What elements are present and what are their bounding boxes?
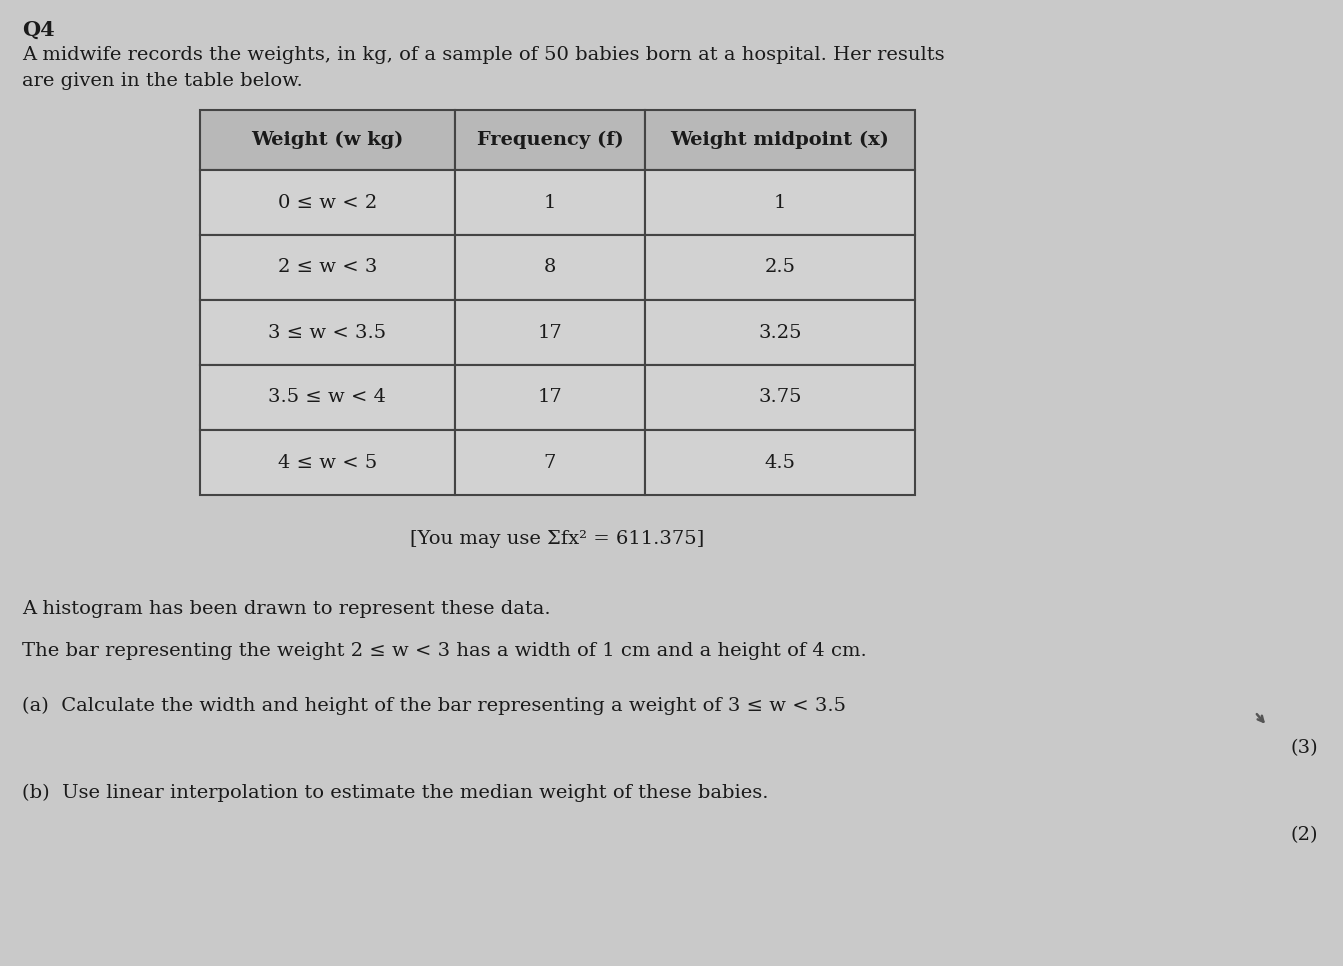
- Text: 2 ≤ w < 3: 2 ≤ w < 3: [278, 259, 377, 276]
- Text: are given in the table below.: are given in the table below.: [21, 72, 302, 90]
- Bar: [645, 365, 915, 430]
- Text: 7: 7: [544, 453, 556, 471]
- Text: 1: 1: [544, 193, 556, 212]
- Text: Frequency (f): Frequency (f): [477, 130, 623, 149]
- Bar: [455, 235, 645, 300]
- Text: [You may use Σfx² = 611.375]: [You may use Σfx² = 611.375]: [411, 530, 705, 548]
- Bar: [200, 110, 455, 170]
- Text: 4.5: 4.5: [764, 453, 795, 471]
- Bar: [455, 365, 645, 430]
- Bar: [645, 300, 915, 365]
- Text: Weight (w kg): Weight (w kg): [251, 130, 404, 149]
- Bar: [200, 170, 455, 235]
- Bar: [200, 235, 455, 300]
- Text: 0 ≤ w < 2: 0 ≤ w < 2: [278, 193, 377, 212]
- Text: Q4: Q4: [21, 20, 55, 40]
- Bar: [200, 365, 455, 430]
- Bar: [200, 300, 455, 365]
- Bar: [455, 300, 645, 365]
- Bar: [645, 235, 915, 300]
- Bar: [455, 170, 645, 235]
- Text: Weight midpoint (x): Weight midpoint (x): [670, 130, 889, 149]
- Text: 1: 1: [774, 193, 786, 212]
- Text: (2): (2): [1291, 826, 1317, 844]
- Text: 2.5: 2.5: [764, 259, 795, 276]
- Text: The bar representing the weight 2 ≤ w < 3 has a width of 1 cm and a height of 4 : The bar representing the weight 2 ≤ w < …: [21, 642, 866, 660]
- Bar: [200, 430, 455, 495]
- Text: 8: 8: [544, 259, 556, 276]
- Text: 3 ≤ w < 3.5: 3 ≤ w < 3.5: [269, 324, 387, 342]
- Bar: [645, 430, 915, 495]
- Text: 3.5 ≤ w < 4: 3.5 ≤ w < 4: [269, 388, 387, 407]
- Text: (b)  Use linear interpolation to estimate the median weight of these babies.: (b) Use linear interpolation to estimate…: [21, 784, 768, 802]
- Text: 17: 17: [537, 388, 563, 407]
- Text: (a)  Calculate the width and height of the bar representing a weight of 3 ≤ w < : (a) Calculate the width and height of th…: [21, 697, 846, 715]
- Bar: [645, 110, 915, 170]
- Text: 17: 17: [537, 324, 563, 342]
- Bar: [455, 430, 645, 495]
- Text: 3.75: 3.75: [759, 388, 802, 407]
- Text: 3.25: 3.25: [759, 324, 802, 342]
- Bar: [645, 170, 915, 235]
- Text: A midwife records the weights, in kg, of a sample of 50 babies born at a hospita: A midwife records the weights, in kg, of…: [21, 46, 944, 64]
- Text: (3): (3): [1291, 739, 1317, 757]
- Text: A histogram has been drawn to represent these data.: A histogram has been drawn to represent …: [21, 600, 551, 618]
- Bar: [455, 110, 645, 170]
- Text: 4 ≤ w < 5: 4 ≤ w < 5: [278, 453, 377, 471]
